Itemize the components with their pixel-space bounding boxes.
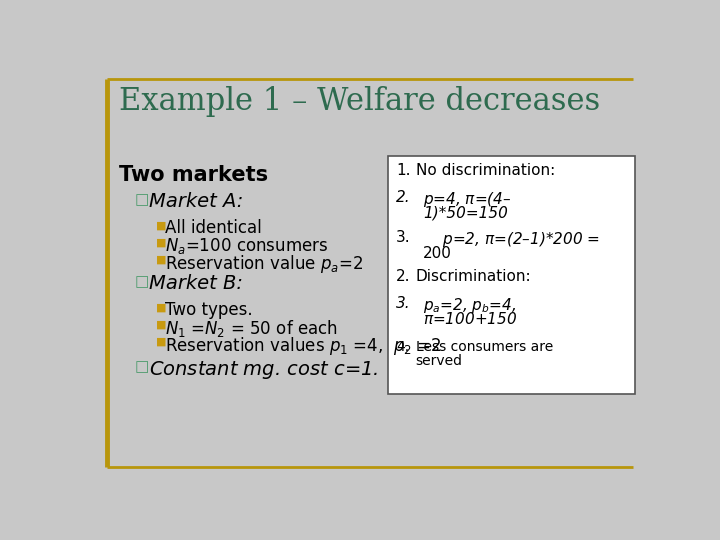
Text: ■: ■ — [156, 303, 166, 313]
Text: ■: ■ — [156, 220, 166, 231]
Text: served: served — [415, 354, 462, 368]
Text: 3.: 3. — [396, 296, 410, 311]
Text: Reservation value $p_a$=2: Reservation value $p_a$=2 — [165, 253, 364, 275]
FancyBboxPatch shape — [388, 156, 635, 394]
Text: 4.: 4. — [396, 340, 409, 354]
Text: Less consumers are: Less consumers are — [415, 340, 553, 354]
Text: No discrimination:: No discrimination: — [415, 164, 554, 178]
Text: $N_1$ =$N_2$ = 50 of each: $N_1$ =$N_2$ = 50 of each — [165, 318, 338, 339]
Text: 2.: 2. — [396, 190, 410, 205]
Text: Two markets: Two markets — [120, 165, 269, 185]
Text: □: □ — [135, 359, 149, 374]
Text: 1)*50=150: 1)*50=150 — [423, 206, 508, 221]
Text: $\pi$=100+150: $\pi$=100+150 — [423, 311, 518, 327]
Text: Market B:: Market B: — [149, 274, 243, 293]
Text: $p$=4, $\pi$=(4–: $p$=4, $\pi$=(4– — [423, 190, 512, 210]
Text: 2.: 2. — [396, 269, 410, 284]
Text: Example 1 – Welfare decreases: Example 1 – Welfare decreases — [120, 86, 600, 117]
Text: 200: 200 — [423, 246, 452, 261]
Text: ■: ■ — [156, 237, 166, 247]
Text: Discrimination:: Discrimination: — [415, 269, 531, 284]
Text: $p$=2, $\pi$=(2–1)*200 =: $p$=2, $\pi$=(2–1)*200 = — [423, 231, 600, 249]
Text: 3.: 3. — [396, 231, 410, 245]
Text: $N_a$=100 consumers: $N_a$=100 consumers — [165, 236, 328, 256]
Text: ■: ■ — [156, 336, 166, 347]
Text: Reservation values $p_1$ =4,  $p_2$ =2: Reservation values $p_1$ =4, $p_2$ =2 — [165, 335, 442, 357]
Text: □: □ — [135, 274, 149, 289]
Text: Market A:: Market A: — [149, 192, 243, 211]
Text: □: □ — [135, 192, 149, 207]
Text: Constant mg. cost $c$=1.: Constant mg. cost $c$=1. — [149, 359, 378, 381]
Text: ■: ■ — [156, 254, 166, 264]
Text: All identical: All identical — [165, 219, 262, 237]
Text: Two types.: Two types. — [165, 301, 253, 319]
Text: ■: ■ — [156, 320, 166, 329]
Text: $p_a$=2, $p_b$=4,: $p_a$=2, $p_b$=4, — [423, 296, 516, 315]
Text: 1.: 1. — [396, 164, 410, 178]
